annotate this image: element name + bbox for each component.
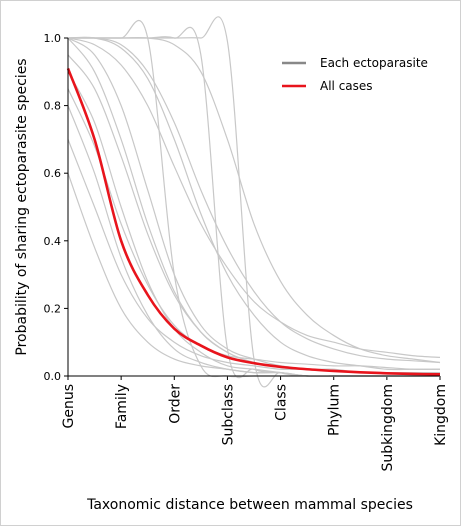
- x-tick-label: Class: [274, 384, 290, 421]
- x-tick-label: Kingdom: [433, 384, 449, 446]
- x-tick-label: Subkingdom: [380, 384, 396, 472]
- ectoparasite-line: [67, 36, 441, 364]
- y-tick-label: 0.2: [44, 302, 62, 315]
- ectoparasite-line: [67, 88, 441, 370]
- ectoparasite-line: [67, 36, 441, 364]
- ectoparasite-line: [67, 36, 440, 371]
- x-tick-label: Subclass: [220, 384, 236, 445]
- x-tick-label: Family: [114, 384, 130, 429]
- y-tick-label: 0.4: [44, 235, 62, 248]
- y-tick-label: 0.6: [44, 167, 62, 180]
- x-axis-label: Taxonomic distance between mammal specie…: [86, 497, 413, 513]
- legend-label: Each ectoparasite: [320, 56, 428, 70]
- ectoparasite-line: [67, 37, 441, 359]
- y-tick-label: 1.0: [44, 32, 62, 45]
- x-tick-label: Order: [167, 384, 183, 424]
- y-tick-label: 0.0: [44, 370, 62, 383]
- x-tick-label: Genus: [61, 384, 77, 429]
- legend-label: All cases: [320, 79, 373, 93]
- y-axis-label: Probability of sharing ectoparasite spec…: [14, 58, 30, 355]
- x-tick-label: Phylum: [327, 384, 343, 436]
- y-tick-label: 0.8: [44, 100, 62, 113]
- all-cases-line: [66, 67, 441, 376]
